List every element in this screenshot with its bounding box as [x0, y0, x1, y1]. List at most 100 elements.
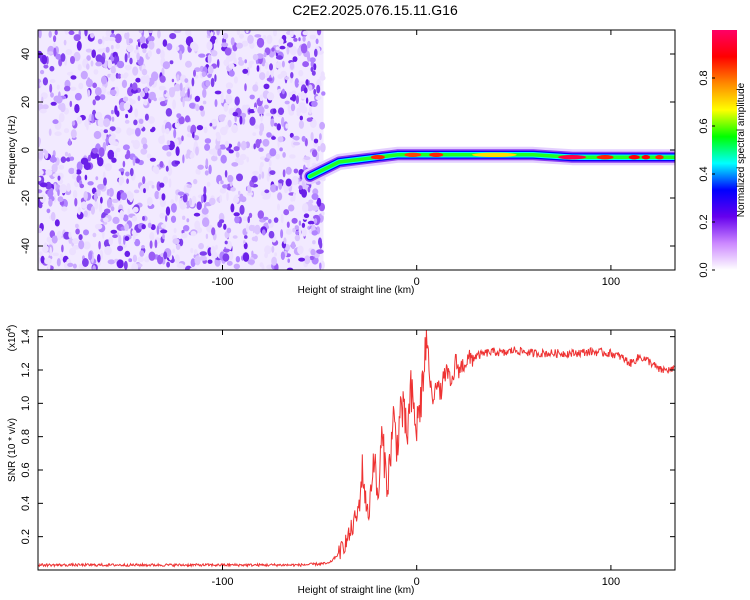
noise-blob [179, 50, 183, 61]
noise-blob [286, 267, 294, 270]
noise-blob [117, 73, 122, 79]
noise-blob [65, 49, 73, 55]
signal-hotspot [404, 152, 422, 157]
noise-blob [124, 119, 130, 124]
noise-blob [163, 90, 167, 95]
noise-blob [207, 259, 213, 264]
noise-blob [283, 209, 290, 216]
noise-blob [261, 264, 265, 270]
noise-blob [103, 217, 109, 223]
spectrogram-xtick-label: -100 [211, 276, 233, 288]
noise-blob [236, 42, 244, 49]
snr-ytick-label: 1.0 [20, 396, 32, 411]
noise-blob [248, 212, 253, 218]
noise-blob [313, 218, 318, 224]
noise-blob [233, 146, 240, 152]
noise-blob [51, 235, 58, 244]
noise-blob [105, 46, 110, 53]
noise-blob [254, 235, 258, 242]
noise-blob [114, 33, 122, 44]
noise-blob [110, 206, 115, 212]
noise-blob [83, 191, 88, 201]
noise-blob [289, 154, 296, 159]
noise-blob [116, 110, 120, 117]
noise-blob [170, 203, 177, 213]
noise-blob [279, 90, 287, 99]
noise-blob [149, 240, 153, 249]
noise-blob [222, 253, 230, 262]
noise-blob [141, 224, 146, 230]
noise-blob [91, 49, 96, 58]
noise-blob [311, 205, 319, 212]
noise-blob [274, 122, 278, 127]
noise-blob [254, 34, 262, 38]
snr-ytick-label: 0.4 [20, 496, 32, 511]
noise-blob [264, 104, 269, 110]
noise-blob [199, 105, 204, 111]
noise-blob [197, 164, 204, 170]
noise-blob [316, 197, 322, 207]
noise-blob [305, 79, 309, 86]
snr-ytick-label: 1.2 [20, 362, 32, 377]
noise-blob [284, 100, 290, 105]
spectrogram-xlabel: Height of straight line (km) [298, 285, 415, 296]
noise-blob [277, 136, 284, 143]
noise-blob [275, 61, 282, 69]
noise-blob [166, 140, 171, 146]
noise-blob [239, 153, 247, 161]
noise-blob [144, 113, 149, 121]
noise-blob [190, 41, 198, 50]
noise-blob [119, 209, 124, 220]
noise-blob [55, 96, 63, 104]
noise-blob [296, 107, 302, 115]
noise-blob [205, 233, 209, 239]
noise-blob [154, 239, 158, 249]
noise-blob [163, 176, 169, 184]
noise-blob [87, 89, 91, 98]
noise-blob [263, 52, 267, 58]
noise-blob [171, 78, 175, 83]
noise-blob [306, 160, 310, 169]
noise-blob [48, 198, 53, 207]
noise-blob [302, 36, 306, 42]
noise-blob [93, 192, 98, 202]
noise-blob [132, 206, 139, 213]
noise-blob [319, 133, 322, 141]
noise-blob [254, 224, 261, 235]
noise-blob [268, 159, 272, 167]
snr-ytick-label: 0.6 [20, 462, 32, 477]
noise-blob [104, 163, 112, 172]
spectrogram-ytick-label: -40 [20, 238, 32, 254]
noise-blob [80, 70, 88, 80]
noise-blob [141, 68, 148, 76]
noise-blob [304, 255, 311, 265]
noise-blob [239, 193, 244, 202]
noise-blob [268, 219, 272, 224]
noise-blob [224, 170, 228, 178]
noise-blob [159, 198, 166, 208]
noise-blob [123, 260, 128, 270]
noise-blob [302, 30, 308, 36]
noise-blob [288, 109, 295, 116]
noise-blob [260, 191, 266, 197]
noise-blob [233, 196, 240, 203]
noise-blob [125, 171, 130, 177]
noise-blob [195, 104, 200, 112]
colorbar-gradient [712, 30, 737, 270]
noise-blob [52, 119, 59, 124]
noise-blob [270, 184, 277, 193]
noise-blob [186, 133, 194, 138]
noise-blob [288, 204, 295, 212]
noise-blob [86, 63, 90, 70]
noise-blob [61, 206, 68, 212]
noise-blob [112, 216, 120, 224]
noise-blob [176, 263, 184, 269]
noise-blob [90, 60, 94, 67]
colorbar-label: Normalized spectral amplitude [736, 82, 747, 217]
noise-blob [263, 83, 270, 90]
noise-blob [298, 120, 304, 129]
noise-blob [228, 63, 235, 69]
noise-blob [138, 118, 144, 125]
noise-blob [159, 161, 164, 168]
noise-blob [162, 145, 170, 151]
